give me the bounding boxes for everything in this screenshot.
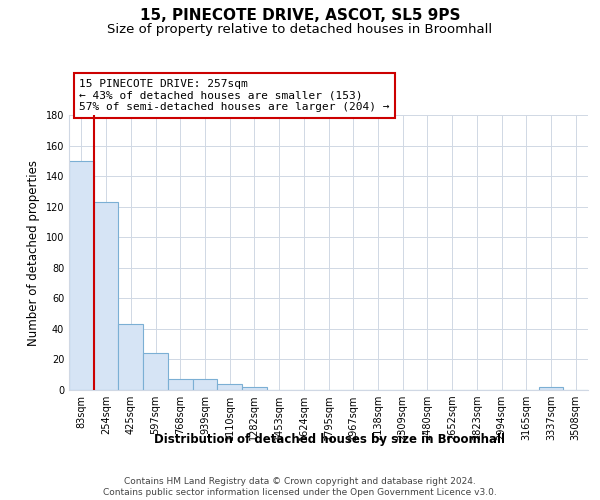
Bar (69, 161, 94, 390)
Bar (94, 202, 118, 390)
Bar (193, 380, 217, 390)
Text: Distribution of detached houses by size in Broomhall: Distribution of detached houses by size … (155, 432, 505, 446)
Bar (539, 387, 563, 390)
Bar (118, 324, 143, 390)
Text: 15 PINECOTE DRIVE: 257sqm
← 43% of detached houses are smaller (153)
57% of semi: 15 PINECOTE DRIVE: 257sqm ← 43% of detac… (79, 79, 390, 112)
Bar (242, 387, 267, 390)
Text: Size of property relative to detached houses in Broomhall: Size of property relative to detached ho… (107, 22, 493, 36)
Y-axis label: Number of detached properties: Number of detached properties (27, 160, 40, 346)
Bar (143, 354, 168, 390)
Bar (168, 380, 193, 390)
Bar (217, 384, 242, 390)
Text: Contains HM Land Registry data © Crown copyright and database right 2024.
Contai: Contains HM Land Registry data © Crown c… (103, 478, 497, 497)
Text: 15, PINECOTE DRIVE, ASCOT, SL5 9PS: 15, PINECOTE DRIVE, ASCOT, SL5 9PS (140, 8, 460, 22)
